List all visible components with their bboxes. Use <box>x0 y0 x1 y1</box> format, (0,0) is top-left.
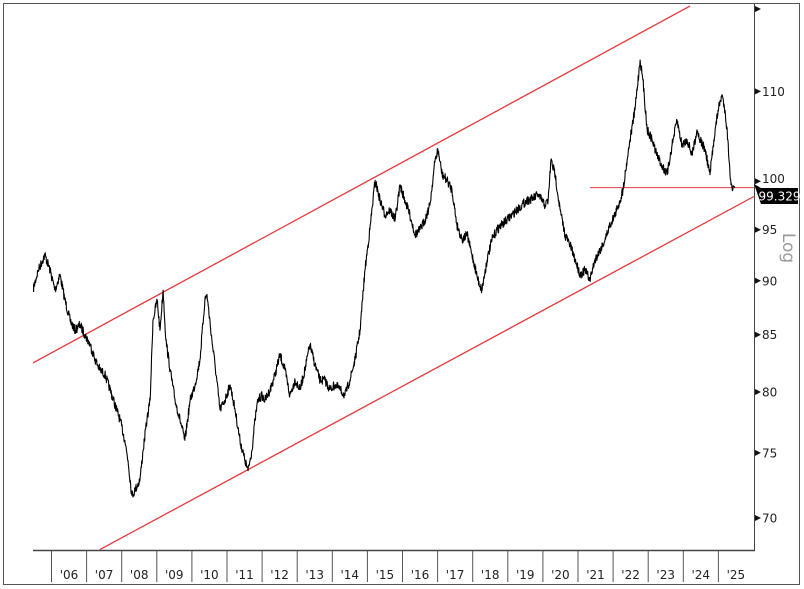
y-tick-label: 75 <box>762 446 777 460</box>
x-tick-label: '20 <box>551 568 570 582</box>
y-tick-label: 95 <box>762 223 777 237</box>
x-tick-label: '17 <box>446 568 465 582</box>
x-tick-label: '13 <box>305 568 324 582</box>
y-axis-ticks: 70 75 80 85 90 95 100 110 <box>755 85 785 526</box>
log-scale-label: Log <box>778 233 798 263</box>
y-tick-mark <box>755 226 761 233</box>
axis-top-marker <box>755 6 761 12</box>
y-tick-label: 90 <box>762 274 777 288</box>
y-tick-label: 110 <box>762 85 785 99</box>
x-tick-label: '08 <box>130 568 149 582</box>
y-tick-mark <box>755 449 761 456</box>
trend-lines <box>33 5 754 550</box>
x-tick-label: '06 <box>60 568 79 582</box>
x-tick-label: '21 <box>586 568 605 582</box>
x-tick-label: '14 <box>341 568 360 582</box>
y-tick-mark <box>755 277 761 284</box>
y-tick-mark <box>755 88 761 95</box>
y-tick-label: 70 <box>762 512 777 526</box>
x-tick-label: '23 <box>656 568 675 582</box>
y-tick-label: 100 <box>762 172 785 186</box>
x-tick-label: '22 <box>621 568 640 582</box>
lower-channel-line <box>99 195 754 550</box>
x-tick-label: '16 <box>411 568 430 582</box>
y-tick-mark <box>755 178 761 185</box>
x-tick-label: '11 <box>235 568 254 582</box>
x-tick-label: '09 <box>165 568 184 582</box>
y-tick-label: 85 <box>762 328 777 342</box>
price-series-line <box>33 59 736 498</box>
y-tick-mark <box>755 331 761 338</box>
x-tick-label: '07 <box>95 568 114 582</box>
chart-frame <box>3 3 800 585</box>
x-tick-label: '24 <box>692 568 711 582</box>
y-tick-mark <box>755 388 761 395</box>
upper-channel-line <box>33 5 691 364</box>
last-value-label: 99.329 <box>759 190 801 204</box>
y-tick-mark <box>755 515 761 521</box>
x-tick-label: '25 <box>727 568 746 582</box>
y-tick-label: 80 <box>762 385 777 399</box>
series-layer <box>33 59 736 498</box>
x-axis-ticks: '06 '07 '08 '09 '10 '11 '12 '13 '14 '15 '16 '17 '18 '… <box>51 551 746 582</box>
x-tick-label: '18 <box>481 568 500 582</box>
last-value-tag: 99.329 <box>754 184 801 204</box>
x-tick-label: '12 <box>270 568 289 582</box>
x-tick-label: '19 <box>516 568 535 582</box>
x-tick-label: '15 <box>376 568 395 582</box>
x-tick-label: '10 <box>200 568 219 582</box>
